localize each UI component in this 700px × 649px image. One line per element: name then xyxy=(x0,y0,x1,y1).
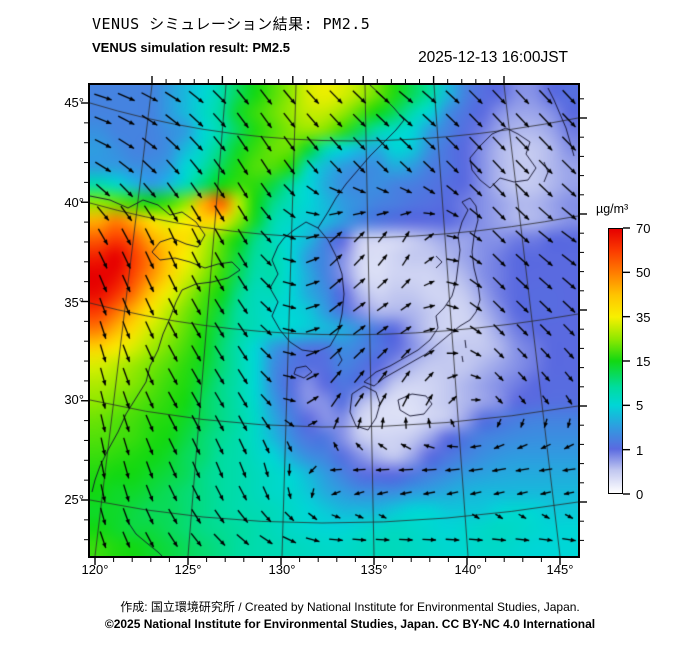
colorbar-gradient xyxy=(608,228,623,494)
lat-tick-label: 40° xyxy=(64,195,84,210)
colorbar-tick-label: 50 xyxy=(636,265,651,281)
valid-time-label: 2025-12-13 16:00JST xyxy=(418,49,568,66)
lat-tick-label: 35° xyxy=(64,295,84,310)
lon-tick-label: 130° xyxy=(268,562,296,577)
lat-tick-label: 30° xyxy=(64,392,84,407)
lon-tick-label: 140° xyxy=(454,562,482,577)
lon-tick-label: 120° xyxy=(81,562,109,577)
map-plot xyxy=(88,83,580,558)
colorbar-tick-label: 5 xyxy=(636,398,644,414)
lon-tick-label: 145° xyxy=(546,562,574,577)
lon-tick-label: 135° xyxy=(360,562,388,577)
figure-title-japanese: VENUS シミュレーション結果: PM2.5 xyxy=(92,15,371,33)
lon-tick-label: 125° xyxy=(174,562,202,577)
colorbar-tick-label: 1 xyxy=(636,442,644,458)
colorbar-tick-label: 35 xyxy=(636,309,651,325)
pm25-field-canvas xyxy=(90,85,578,556)
colorbar-tick-label: 0 xyxy=(636,487,644,502)
figure-title-english: VENUS simulation result: PM2.5 xyxy=(92,40,290,55)
license-line: ©2025 National Institute for Environment… xyxy=(104,617,596,631)
credit-line: 作成: 国立環境研究所 / Created by National Instit… xyxy=(120,600,580,614)
colorbar-tick-label: 70 xyxy=(636,221,651,236)
colorbar-tick-label: 15 xyxy=(636,354,651,369)
lat-tick-label: 45° xyxy=(64,95,84,110)
colorbar-unit-label: µg/m³ xyxy=(596,202,629,216)
lat-tick-label: 25° xyxy=(64,492,84,507)
